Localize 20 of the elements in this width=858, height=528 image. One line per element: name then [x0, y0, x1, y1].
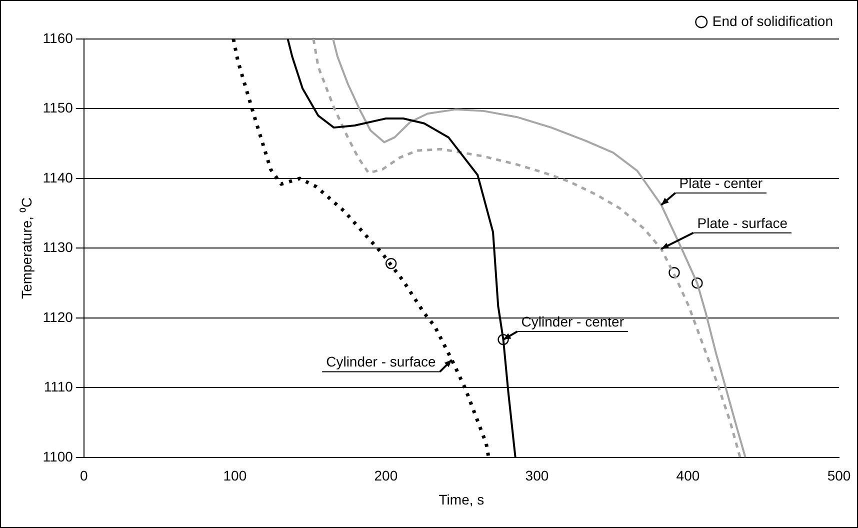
- x-tick-label: 500: [827, 468, 851, 484]
- legend-label: End of solidification: [712, 12, 834, 29]
- series-label: Cylinder - center: [521, 313, 624, 330]
- x-tick-label: 100: [223, 468, 247, 484]
- y-tick-label: 1150: [42, 100, 74, 116]
- y-tick-label: 1100: [42, 448, 74, 464]
- text: Plate - surface: [697, 214, 788, 231]
- y-axis-title: Temperature, ⁰C: [18, 197, 34, 299]
- y-tick-label: 1130: [42, 239, 74, 256]
- y-tick-label: 1110: [44, 378, 74, 395]
- series-label: Cylinder - surface: [326, 354, 436, 370]
- x-axis-title: Time, s: [438, 491, 484, 508]
- y-tick-label: 1120: [42, 308, 74, 325]
- series-label: Plate - center: [679, 174, 763, 191]
- x-tick-label: 200: [374, 468, 398, 484]
- y-tick-label: 1160: [42, 30, 74, 46]
- y-tick-label: 1140: [42, 169, 74, 186]
- x-tick-label: 0: [80, 468, 88, 484]
- x-tick-label: 400: [676, 468, 700, 484]
- x-tick-label: 300: [525, 468, 549, 484]
